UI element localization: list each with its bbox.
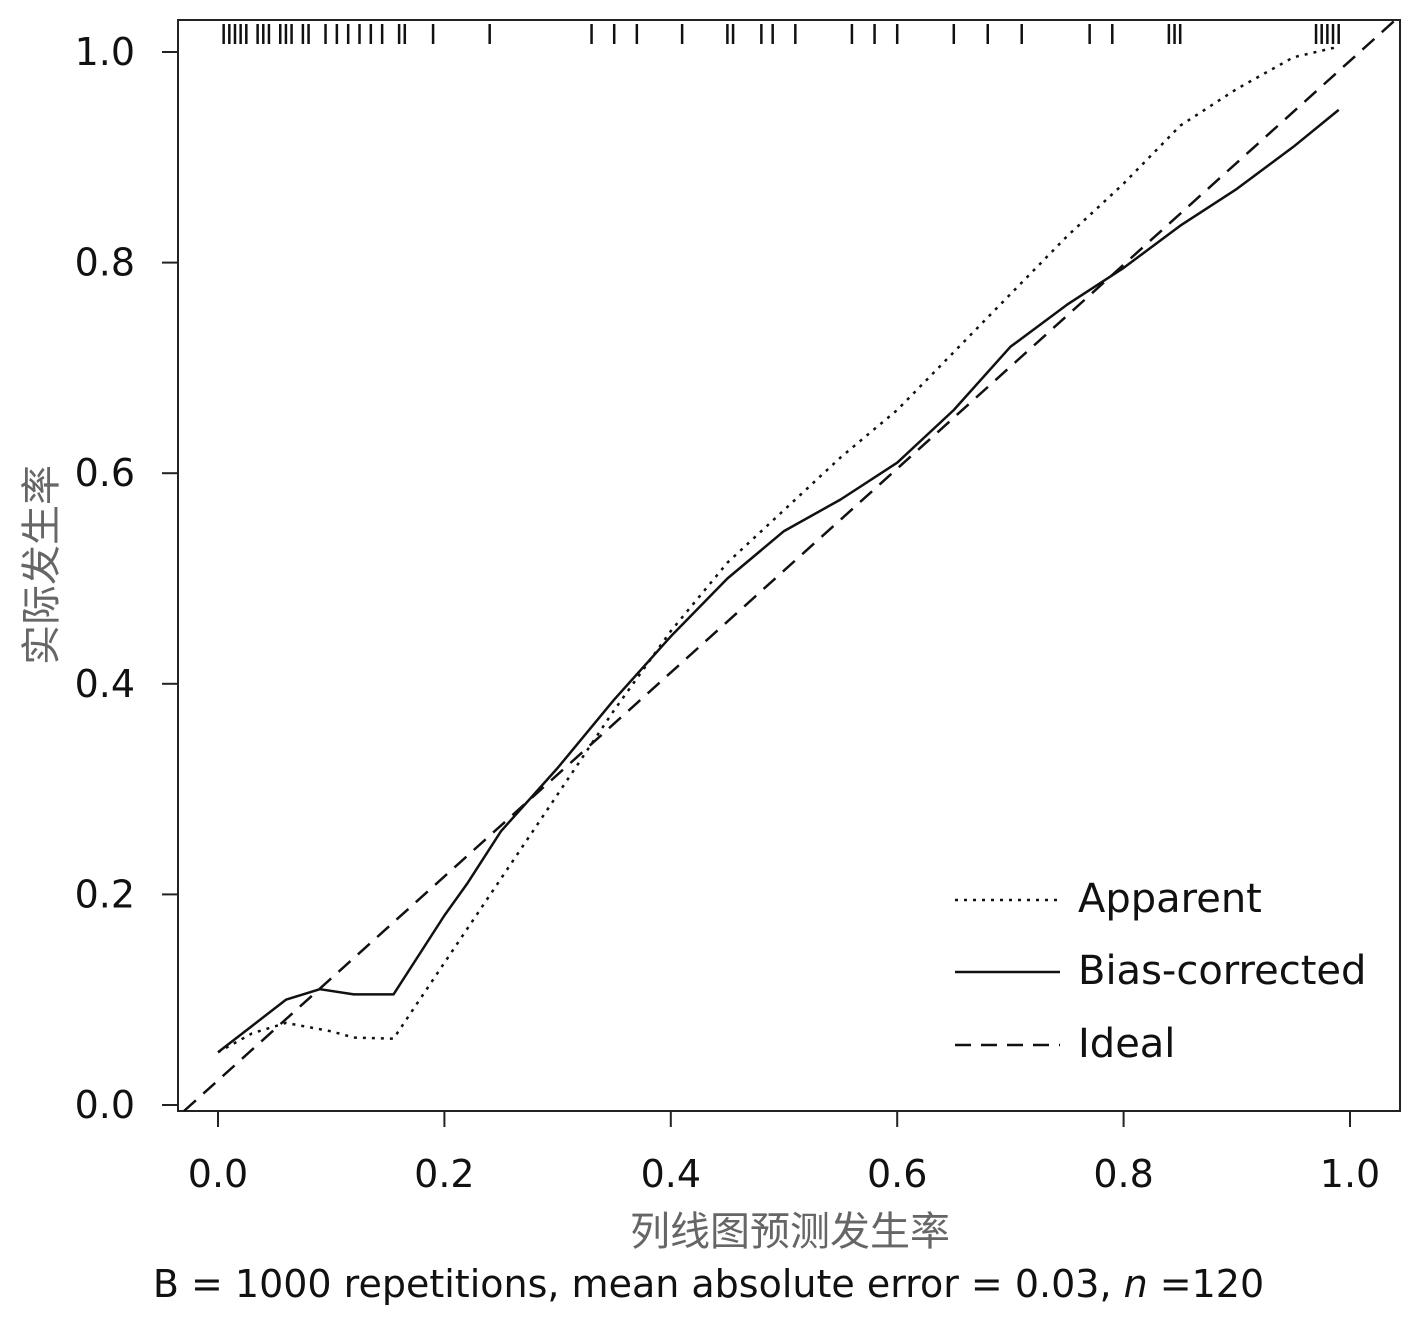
x-tick-label: 0.6 <box>867 1152 927 1196</box>
x-tick-label: 0.0 <box>188 1152 248 1196</box>
footnote-suffix: =120 <box>1147 1262 1265 1306</box>
series-ideal <box>183 19 1397 1112</box>
x-axis-title: 列线图预测发生率 <box>630 1209 950 1255</box>
y-tick-label: 0.0 <box>75 1083 135 1127</box>
legend-apparent-label: Apparent <box>1078 876 1262 922</box>
footnote: B = 1000 repetitions, mean absolute erro… <box>0 1262 1417 1306</box>
legend-ideal-label: Ideal <box>1078 1021 1175 1067</box>
y-axis: 0.0 0.2 0.4 0.6 0.8 1.0 <box>75 30 178 1127</box>
plot-frame <box>177 19 1401 1112</box>
x-axis: 0.0 0.2 0.4 0.6 0.8 1.0 <box>188 1111 1380 1196</box>
x-tick-label: 1.0 <box>1320 1152 1380 1196</box>
footnote-prefix: B = 1000 repetitions, mean absolute erro… <box>152 1262 1124 1306</box>
x-tick-label: 0.4 <box>641 1152 701 1196</box>
calibration-chart: 0.0 0.2 0.4 0.6 0.8 1.0 0.0 0.2 0.4 0.6 0.8 1.0 列线… <box>19 19 1401 1255</box>
footnote-n-symbol: n <box>1123 1262 1148 1306</box>
y-tick-label: 0.6 <box>75 451 135 495</box>
y-tick-label: 1.0 <box>75 30 135 74</box>
x-tick-label: 0.8 <box>1093 1152 1153 1196</box>
series-bias-corrected <box>217 108 1340 1054</box>
y-axis-title: 实际发生率 <box>19 465 65 665</box>
legend: Apparent Bias-corrected Ideal <box>955 876 1366 1067</box>
legend-bias-corrected-label: Bias-corrected <box>1078 948 1366 994</box>
y-tick-label: 0.2 <box>75 872 135 916</box>
rug-marks <box>222 24 1340 44</box>
y-tick-label: 0.8 <box>75 241 135 285</box>
series-apparent <box>217 45 1339 1054</box>
x-tick-label: 0.2 <box>414 1152 474 1196</box>
y-tick-label: 0.4 <box>75 662 135 706</box>
series-layer <box>183 19 1397 1112</box>
